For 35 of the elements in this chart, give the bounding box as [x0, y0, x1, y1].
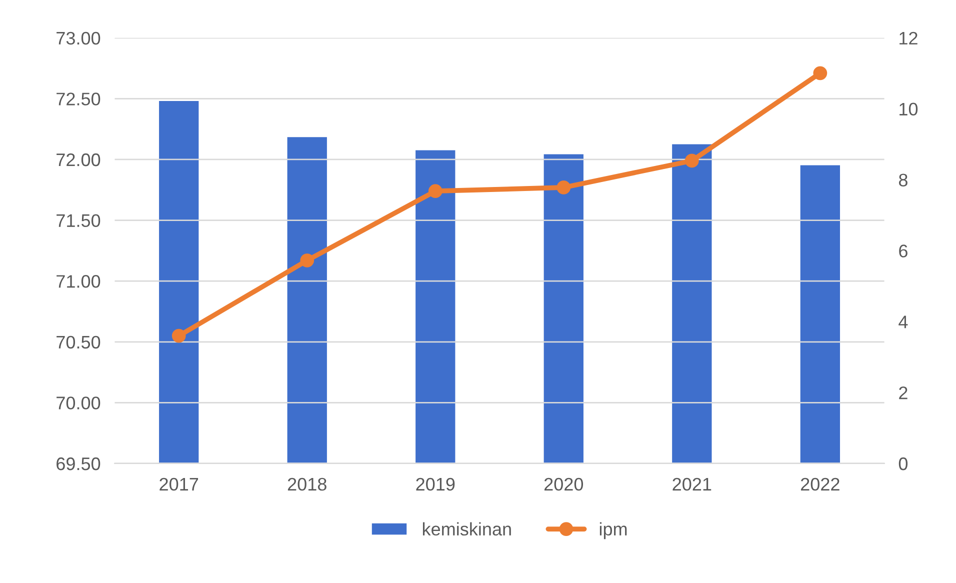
y2-tick-label: 0: [898, 457, 908, 470]
y-tick-label: 72.50: [56, 92, 100, 106]
y-tick-label: 69.50: [56, 457, 100, 470]
point: [172, 328, 186, 343]
x-tick-label: 2018: [288, 478, 326, 491]
bar: [286, 136, 328, 464]
bar: [542, 152, 585, 464]
y-tick-label: 72.00: [56, 153, 100, 166]
point: [684, 154, 699, 168]
y-tick-label: 70.00: [56, 396, 100, 410]
y2-tick-label: 2: [899, 386, 908, 400]
y2-tick-label: 10: [900, 102, 918, 116]
legend-label: ipm: [600, 522, 627, 540]
y2-tick-label: 6: [899, 244, 908, 258]
x-tick-label: 2019: [416, 478, 455, 491]
x-tick-label: 2022: [800, 478, 840, 491]
bar: [158, 100, 200, 464]
x-tick-label: 2021: [672, 478, 712, 491]
point: [300, 253, 314, 268]
x-tick-label: 2017: [160, 478, 198, 491]
y2-tick-label: 8: [898, 174, 908, 186]
legend-label: kemiskinan: [422, 522, 511, 536]
bar: [414, 148, 457, 464]
y2-tick-label: 4: [898, 316, 908, 328]
y-tick-label: 71.00: [56, 275, 100, 288]
point: [813, 66, 828, 80]
point: [428, 184, 442, 198]
y2-tick-label: 12: [900, 32, 918, 44]
point: [556, 180, 571, 194]
y-tick-label: 70.50: [56, 336, 100, 349]
y-tick-label: 71.50: [56, 214, 100, 228]
bar: [670, 142, 714, 464]
bar: [798, 164, 842, 464]
x-tick-label: 2020: [544, 478, 584, 491]
y-tick-label: 73.00: [56, 32, 100, 45]
